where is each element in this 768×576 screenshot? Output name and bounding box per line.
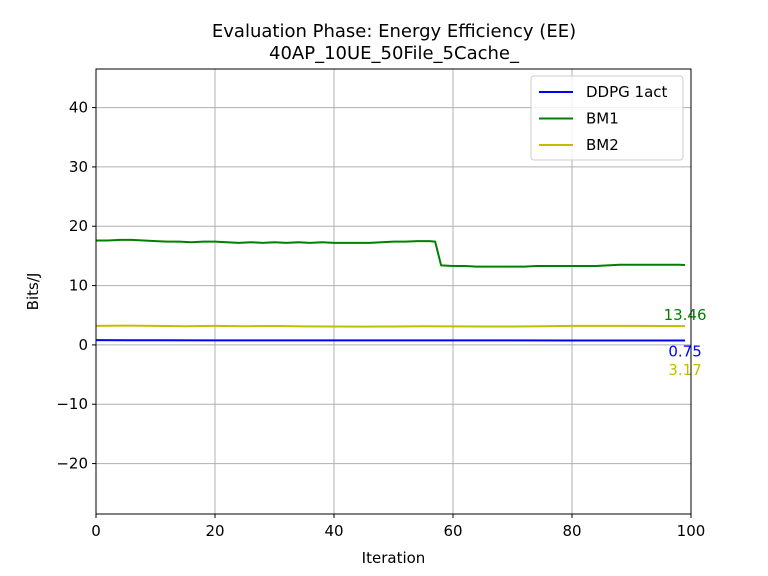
chart-subtitle: 40AP_10UE_50File_5Cache_ (269, 43, 520, 64)
x-tick-label: 40 (324, 522, 343, 540)
y-tick-label: −20 (56, 455, 88, 473)
x-tick-label: 20 (205, 522, 224, 540)
y-axis-ticks: −20 −10 0 10 20 30 40 (56, 99, 96, 473)
series-line-bm1 (96, 238, 686, 268)
plot-frame (95, 68, 692, 515)
y-axis-label: Bits/J (24, 273, 42, 311)
y-tick-label: 30 (69, 158, 88, 176)
legend-box (530, 75, 684, 161)
x-axis-label: Iteration (362, 549, 426, 567)
series-line-bm2 (95, 324, 686, 328)
end-value-labels: 0.75 13.46 3.17 (664, 306, 707, 379)
x-tick-label: 100 (677, 522, 706, 540)
x-axis-ticks: 0 20 40 60 80 100 (91, 514, 705, 540)
end-label-bm1: 13.46 (664, 306, 707, 324)
y-tick-label: 10 (69, 277, 88, 295)
x-tick-label: 80 (562, 522, 581, 540)
y-tick-label: 0 (78, 336, 88, 354)
y-tick-label: 20 (69, 217, 88, 235)
y-tick-label: 40 (69, 99, 88, 117)
x-tick-label: 0 (91, 522, 101, 540)
legend: DDPG 1act BM1 BM2 (530, 75, 684, 161)
y-tick-label: −10 (56, 395, 88, 413)
end-label-bm2: 3.17 (668, 361, 701, 379)
series-lines (95, 238, 686, 342)
x-tick-label: 60 (443, 522, 462, 540)
legend-label-ddpg-1act: DDPG 1act (586, 83, 668, 101)
end-label-ddpg-1act: 0.75 (668, 342, 701, 360)
legend-label-bm1: BM1 (586, 110, 619, 128)
legend-label-bm2: BM2 (586, 136, 619, 154)
chart-title: Evaluation Phase: Energy Efficiency (EE) (212, 21, 576, 42)
